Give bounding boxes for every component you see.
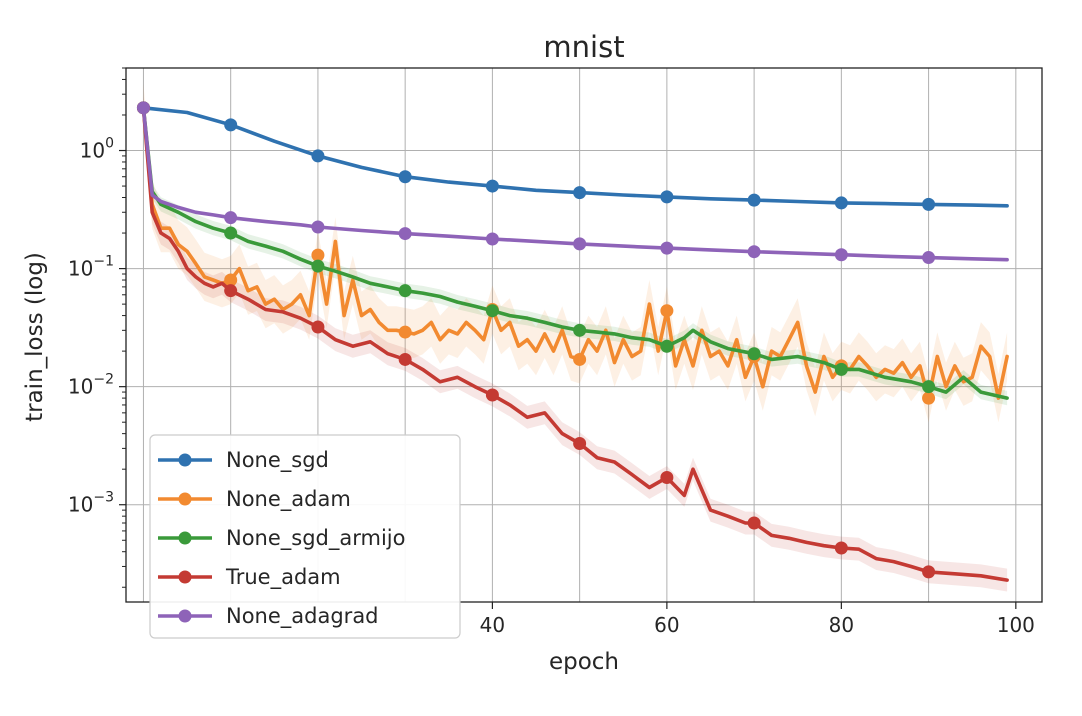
data-point [660,339,674,353]
plot-area-frame [125,67,1043,603]
legend-label: True_adam [225,565,341,590]
y-axis-label: train_loss (log) [22,252,48,422]
series-None_sgd [136,101,1009,211]
y-tick-base: 10 [80,139,105,163]
data-point [834,196,848,210]
legend-entry: None_sgd [158,448,329,473]
y-tick-base: 10 [68,257,93,281]
data-point [398,284,412,298]
y-tick-exponent: −2 [93,372,114,388]
legend: None_sgd None_adam None_sgd_armijo True_ada… [149,434,461,639]
legend-marker-swatch [178,570,192,584]
data-point [398,325,412,339]
legend-label: None_adagrad [226,604,379,629]
legend-marker-swatch [178,492,192,506]
data-point [922,380,936,394]
data-point [922,565,936,579]
data-point [485,232,499,246]
data-point [834,541,848,555]
legend-label: None_adam [226,487,351,512]
x-axis-label: epoch [549,649,619,675]
data-point [311,320,325,334]
data-point [224,226,238,240]
x-tick-label: 100 [997,613,1035,637]
data-point [224,118,238,132]
y-tick-exponent: −3 [93,490,114,506]
legend-entry: None_sgd_armijo [158,526,406,551]
data-point [398,352,412,366]
x-axis-ticks: 40 60 80 100 [480,602,1035,637]
data-point [834,362,848,376]
legend-marker-swatch [178,453,192,467]
chart-title: mnist [543,30,624,64]
legend-label: None_sgd_armijo [226,526,406,551]
data-point [922,197,936,211]
y-tick-label: 10−2 [68,372,114,399]
y-tick-label: 10−3 [68,490,114,517]
data-point [573,323,587,337]
data-point [224,284,238,298]
legend-entry: True_adam [158,565,341,590]
y-tick-exponent: −1 [93,254,114,270]
data-point [747,347,761,361]
data-point [573,352,587,366]
data-point [311,248,325,262]
y-tick-base: 10 [68,493,93,517]
data-point [660,241,674,255]
series-lines [136,101,1009,582]
data-point [224,211,238,225]
data-point [485,179,499,193]
data-point [922,391,936,405]
data-point [660,471,674,485]
data-point [485,304,499,318]
y-tick-label: 10−1 [68,254,114,281]
data-point [136,101,150,115]
data-point [747,193,761,207]
data-point [747,245,761,259]
legend-entry: None_adagrad [158,604,379,629]
data-point [747,516,761,530]
legend-box [149,434,461,639]
series-None_adagrad [136,101,1009,265]
x-tick-label: 40 [480,613,505,637]
series-line [141,106,1009,262]
data-point [573,237,587,251]
legend-entry: None_adam [158,487,351,512]
data-point [573,186,587,200]
data-point [311,220,325,234]
series-line [141,106,1009,582]
data-point [660,304,674,318]
data-point [485,388,499,402]
legend-marker-swatch [178,531,192,545]
data-point [311,259,325,273]
data-point [573,437,587,451]
x-tick-label: 60 [654,613,679,637]
legend-label: None_sgd [226,448,329,473]
y-tick-base: 10 [68,375,93,399]
data-point [398,227,412,241]
y-tick-exponent: 0 [105,136,114,152]
data-point [311,149,325,163]
legend-marker-swatch [178,609,192,623]
data-point [398,170,412,184]
data-point [922,251,936,265]
data-point [660,190,674,204]
y-tick-label: 100 [80,136,114,163]
x-tick-label: 80 [829,613,854,637]
data-point [224,273,238,287]
data-point [834,248,848,262]
